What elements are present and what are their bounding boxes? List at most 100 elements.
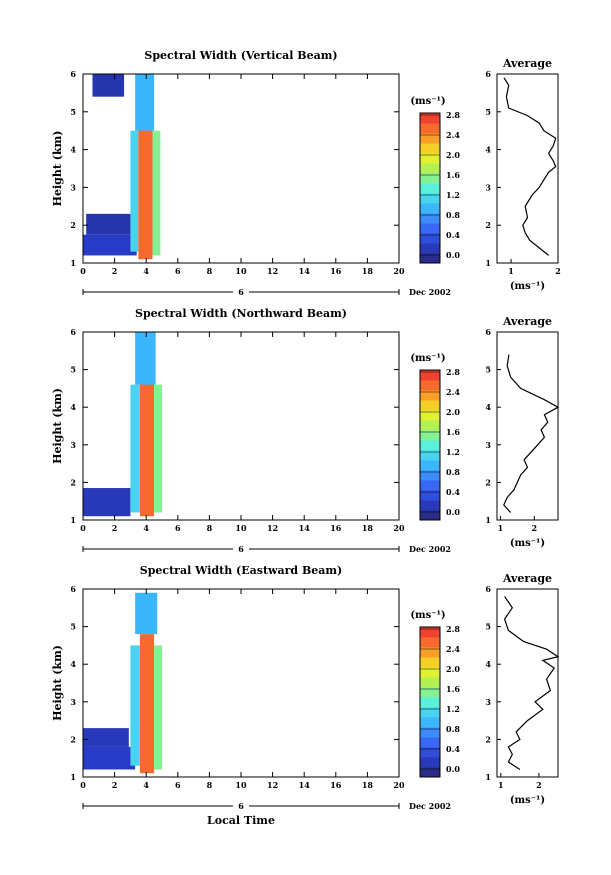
y-axis-label: Height (km) [51, 388, 64, 464]
x-tick-label: 2 [112, 266, 118, 276]
colorbar-tick-label: 2.0 [446, 664, 460, 674]
y-tick-label: 4 [70, 145, 76, 155]
colorbar-segment [420, 153, 440, 164]
date-label: 6 [238, 544, 244, 554]
x-tick-label: 4 [143, 266, 149, 276]
x-tick-label: 8 [207, 266, 213, 276]
colorbar: (ms⁻¹) 0.0 0.4 0.8 1.2 1.6 2.0 2.4 2.8 [410, 96, 460, 264]
heat-region-1 [86, 213, 132, 235]
y-tick-label: 5 [70, 107, 76, 117]
colorbar-segment [420, 667, 440, 678]
heat-region-5 [135, 592, 158, 635]
colorbar-tick-label: 0.4 [446, 230, 460, 240]
colorbar-segment [420, 380, 440, 391]
average-profile-line [503, 596, 560, 771]
colorbar-segment [420, 113, 440, 124]
colorbar-tick-label: 2.8 [446, 110, 460, 120]
panel-1: Spectral Width (Vertical Beam)0 2 4 6 8 10 12 1… [51, 49, 561, 297]
colorbar-tick-label: 2.0 [446, 150, 460, 160]
average-x-label: (ms⁻¹) [510, 795, 545, 806]
x-tick-label: 8 [207, 780, 213, 790]
colorbar: (ms⁻¹) 0.0 0.4 0.8 1.2 1.6 2.0 2.4 2.8 [410, 353, 460, 521]
x-tick-label: 14 [299, 266, 311, 276]
y-tick-label: 1 [70, 515, 76, 525]
y-tick-label: 2 [70, 220, 76, 230]
x-tick-label: 8 [207, 523, 213, 533]
average-x-tick-label: 2 [531, 523, 537, 533]
average-frame [496, 331, 559, 521]
date-gap [233, 544, 249, 554]
colorbar-segment [420, 450, 440, 461]
colorbar-frame [419, 112, 441, 264]
colorbar-unit: (ms⁻¹) [410, 96, 445, 107]
x-tick-label: 6 [175, 266, 181, 276]
average-profile-line [503, 354, 560, 513]
colorbar-tick-label: 0.0 [446, 764, 460, 774]
average-y-tick-label: 6 [485, 584, 491, 594]
date-label: 6 [238, 801, 244, 811]
average-profile: Average 1 2 3 4 5 6 1 2 (ms⁻¹) [485, 57, 560, 292]
colorbar-tick-label: 0.8 [446, 210, 460, 220]
x-tick-label: 16 [330, 780, 342, 790]
heatmap-cells [83, 592, 162, 774]
colorbar-segment [420, 173, 440, 184]
average-y-tick-label: 6 [485, 327, 491, 337]
average-profile-line [503, 77, 557, 256]
panel-2: Spectral Width (Northward Beam)0 2 4 6 8 10 12… [51, 307, 560, 554]
average-y-tick-label: 1 [485, 772, 491, 782]
colorbar-tick-label: 1.2 [446, 704, 460, 714]
x-axis-label: Local Time [207, 814, 275, 827]
colorbar-segment [420, 490, 440, 501]
y-tick-label: 1 [70, 258, 76, 268]
x-tick-label: 18 [362, 523, 374, 533]
average-y-tick-label: 5 [485, 622, 491, 632]
colorbar-segment [420, 470, 440, 481]
average-y-tick-label: 4 [485, 402, 491, 412]
average-y-tick-label: 3 [485, 440, 491, 450]
colorbar-segment [420, 183, 440, 194]
colorbar-segment [420, 737, 440, 748]
colorbar-segment [420, 370, 440, 381]
colorbar-segment [420, 460, 440, 471]
average-x-tick-label: 1 [508, 266, 514, 276]
colorbar-segment [420, 123, 440, 134]
average-title: Average [502, 57, 552, 70]
colorbar-unit: (ms⁻¹) [410, 353, 445, 364]
colorbar-segment [420, 223, 440, 234]
heat-region-5 [135, 74, 155, 131]
month-label: Dec 2002 [409, 801, 451, 811]
colorbar-tick-label: 1.6 [446, 427, 460, 437]
colorbar-tick-label: 0.0 [446, 250, 460, 260]
colorbar-segment [420, 133, 440, 144]
colorbar-segment [420, 420, 440, 431]
average-frame [496, 73, 559, 264]
heat-region-4 [135, 332, 156, 385]
month-label: Dec 2002 [409, 287, 451, 297]
colorbar-unit: (ms⁻¹) [410, 610, 445, 621]
x-tick-label: 18 [362, 266, 374, 276]
colorbar-segment [420, 637, 440, 648]
average-y-tick-label: 1 [485, 515, 491, 525]
y-tick-label: 6 [70, 327, 76, 337]
colorbar-segment [420, 677, 440, 688]
y-tick-label: 2 [70, 734, 76, 744]
average-frame [496, 588, 559, 778]
colorbar-segment [420, 440, 440, 451]
average-y-tick-label: 5 [485, 107, 491, 117]
colorbar-segment [420, 717, 440, 728]
x-tick-label: 2 [112, 523, 118, 533]
panel-3: Spectral Width (Eastward Beam)0 2 4 6 8 10 12 1… [51, 564, 560, 827]
colorbar-segment [420, 747, 440, 758]
colorbar: (ms⁻¹) 0.0 0.4 0.8 1.2 1.6 2.0 2.4 2.8 [410, 610, 460, 778]
date-gap [233, 801, 249, 811]
heat-region-0 [83, 234, 137, 256]
colorbar-tick-label: 0.8 [446, 467, 460, 477]
colorbar-segment [420, 390, 440, 401]
heat-region-2 [130, 645, 140, 766]
colorbar-segment [420, 697, 440, 708]
colorbar-tick-label: 2.0 [446, 407, 460, 417]
heat-region-6 [92, 74, 125, 97]
colorbar-segment [420, 143, 440, 154]
heat-region-2 [130, 130, 139, 252]
